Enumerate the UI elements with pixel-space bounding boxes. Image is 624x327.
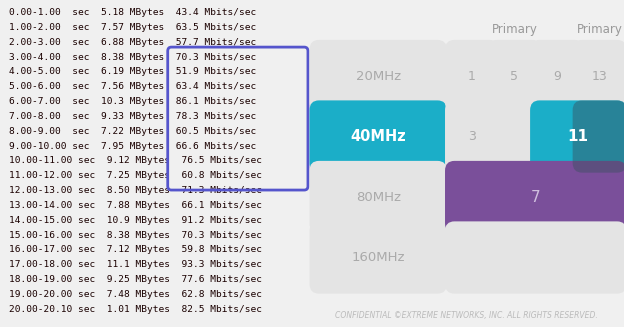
FancyBboxPatch shape <box>573 40 624 112</box>
Text: 19.00-20.00 sec  7.48 MBytes  62.8 Mbits/sec: 19.00-20.00 sec 7.48 MBytes 62.8 Mbits/s… <box>9 290 262 299</box>
FancyBboxPatch shape <box>310 221 447 294</box>
FancyBboxPatch shape <box>576 43 623 290</box>
Text: 11: 11 <box>568 129 589 144</box>
FancyBboxPatch shape <box>445 161 624 233</box>
Text: 10.00-11.00 sec  9.12 MBytes  76.5 Mbits/sec: 10.00-11.00 sec 9.12 MBytes 76.5 Mbits/s… <box>9 156 262 165</box>
Text: 4.00-5.00  sec  6.19 MBytes  51.9 Mbits/sec: 4.00-5.00 sec 6.19 MBytes 51.9 Mbits/sec <box>9 67 256 77</box>
Text: 7: 7 <box>531 190 540 204</box>
Text: 13: 13 <box>592 70 607 82</box>
Text: 80MHz: 80MHz <box>356 191 401 203</box>
Text: 160MHz: 160MHz <box>351 251 405 264</box>
FancyBboxPatch shape <box>487 40 542 112</box>
FancyBboxPatch shape <box>530 40 584 112</box>
FancyBboxPatch shape <box>310 40 447 112</box>
Text: 13.00-14.00 sec  7.88 MBytes  66.1 Mbits/sec: 13.00-14.00 sec 7.88 MBytes 66.1 Mbits/s… <box>9 201 262 210</box>
FancyBboxPatch shape <box>530 100 624 173</box>
Text: 6.00-7.00  sec  10.3 MBytes  86.1 Mbits/sec: 6.00-7.00 sec 10.3 MBytes 86.1 Mbits/sec <box>9 97 256 106</box>
Text: 20MHz: 20MHz <box>356 70 401 82</box>
Text: 40MHz: 40MHz <box>350 129 406 144</box>
Text: 7.00-8.00  sec  9.33 MBytes  78.3 Mbits/sec: 7.00-8.00 sec 9.33 MBytes 78.3 Mbits/sec <box>9 112 256 121</box>
Text: 17.00-18.00 sec  11.1 MBytes  93.3 Mbits/sec: 17.00-18.00 sec 11.1 MBytes 93.3 Mbits/s… <box>9 260 262 269</box>
Text: 18.00-19.00 sec  9.25 MBytes  77.6 Mbits/sec: 18.00-19.00 sec 9.25 MBytes 77.6 Mbits/s… <box>9 275 262 284</box>
FancyBboxPatch shape <box>573 100 624 173</box>
FancyBboxPatch shape <box>310 161 447 233</box>
Text: 12.00-13.00 sec  8.50 MBytes  71.3 Mbits/sec: 12.00-13.00 sec 8.50 MBytes 71.3 Mbits/s… <box>9 186 262 195</box>
Text: 11.00-12.00 sec  7.25 MBytes  60.8 Mbits/sec: 11.00-12.00 sec 7.25 MBytes 60.8 Mbits/s… <box>9 171 262 180</box>
Text: 9.00-10.00 sec  7.95 MBytes  66.6 Mbits/sec: 9.00-10.00 sec 7.95 MBytes 66.6 Mbits/se… <box>9 142 256 151</box>
Text: 2.00-3.00  sec  6.88 MBytes  57.7 Mbits/sec: 2.00-3.00 sec 6.88 MBytes 57.7 Mbits/sec <box>9 38 256 47</box>
Text: 16.00-17.00 sec  7.12 MBytes  59.8 Mbits/sec: 16.00-17.00 sec 7.12 MBytes 59.8 Mbits/s… <box>9 246 262 254</box>
FancyBboxPatch shape <box>445 221 624 294</box>
Text: 5.00-6.00  sec  7.56 MBytes  63.4 Mbits/sec: 5.00-6.00 sec 7.56 MBytes 63.4 Mbits/sec <box>9 82 256 91</box>
Text: 1: 1 <box>468 70 476 82</box>
Text: 3.00-4.00  sec  8.38 MBytes  70.3 Mbits/sec: 3.00-4.00 sec 8.38 MBytes 70.3 Mbits/sec <box>9 53 256 62</box>
Text: 3: 3 <box>468 130 476 143</box>
Text: CONFIDENTIAL ©EXTREME NETWORKS, INC. ALL RIGHTS RESERVED.: CONFIDENTIAL ©EXTREME NETWORKS, INC. ALL… <box>335 311 598 320</box>
Text: Primary: Primary <box>577 23 623 36</box>
Text: 15.00-16.00 sec  8.38 MBytes  70.3 Mbits/sec: 15.00-16.00 sec 8.38 MBytes 70.3 Mbits/s… <box>9 231 262 240</box>
Text: 1.00-2.00  sec  7.57 MBytes  63.5 Mbits/sec: 1.00-2.00 sec 7.57 MBytes 63.5 Mbits/sec <box>9 23 256 32</box>
Text: 9: 9 <box>553 70 561 82</box>
FancyBboxPatch shape <box>310 100 447 173</box>
Text: Primary: Primary <box>492 23 537 36</box>
Text: 5: 5 <box>510 70 519 82</box>
Text: 0.00-1.00  sec  5.18 MBytes  43.4 Mbits/sec: 0.00-1.00 sec 5.18 MBytes 43.4 Mbits/sec <box>9 8 256 17</box>
Text: 14.00-15.00 sec  10.9 MBytes  91.2 Mbits/sec: 14.00-15.00 sec 10.9 MBytes 91.2 Mbits/s… <box>9 216 262 225</box>
FancyBboxPatch shape <box>445 100 499 173</box>
FancyBboxPatch shape <box>490 43 539 290</box>
FancyBboxPatch shape <box>487 100 542 173</box>
Text: 20.00-20.10 sec  1.01 MBytes  82.5 Mbits/sec: 20.00-20.10 sec 1.01 MBytes 82.5 Mbits/s… <box>9 305 262 314</box>
Text: 8.00-9.00  sec  7.22 MBytes  60.5 Mbits/sec: 8.00-9.00 sec 7.22 MBytes 60.5 Mbits/sec <box>9 127 256 136</box>
FancyBboxPatch shape <box>445 40 499 112</box>
